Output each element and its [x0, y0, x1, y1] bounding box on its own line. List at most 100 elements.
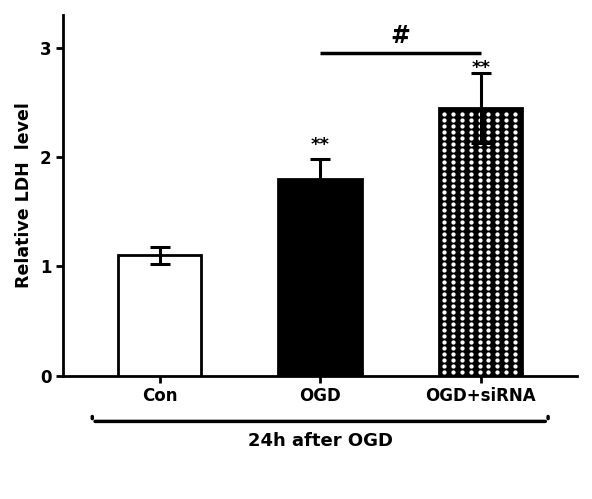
Point	[448, 272, 458, 280]
Point	[466, 308, 475, 316]
Point	[439, 248, 449, 255]
Point	[475, 266, 484, 274]
Point	[475, 116, 484, 124]
Point	[448, 308, 458, 316]
Bar	[278, 179, 362, 376]
Point	[466, 146, 475, 154]
Point	[493, 332, 502, 340]
Point	[493, 248, 502, 255]
Point	[510, 176, 520, 184]
Point	[466, 266, 475, 274]
Point	[448, 224, 458, 232]
Point	[475, 146, 484, 154]
Point	[475, 260, 484, 268]
Point	[466, 110, 475, 118]
Point	[484, 218, 493, 226]
Point	[484, 206, 493, 214]
Point	[448, 242, 458, 250]
Point	[475, 218, 484, 226]
Point	[457, 134, 466, 142]
Point	[510, 332, 520, 340]
Point	[501, 134, 511, 142]
Point	[501, 182, 511, 190]
Point	[475, 140, 484, 148]
Point	[439, 116, 449, 124]
Point	[501, 290, 511, 298]
Text: 24h after OGD: 24h after OGD	[247, 432, 392, 450]
Y-axis label: Relative LDH  level: Relative LDH level	[15, 102, 33, 288]
Point	[493, 206, 502, 214]
Point	[510, 146, 520, 154]
Point	[457, 344, 466, 352]
Point	[501, 308, 511, 316]
Point	[457, 218, 466, 226]
Point	[457, 236, 466, 244]
Point	[475, 158, 484, 166]
Point	[439, 290, 449, 298]
Point	[466, 368, 475, 376]
Point	[493, 134, 502, 142]
Point	[457, 332, 466, 340]
Point	[448, 122, 458, 130]
Point	[448, 248, 458, 255]
Point	[484, 308, 493, 316]
Point	[493, 254, 502, 262]
Point	[475, 236, 484, 244]
Point	[457, 182, 466, 190]
Point	[475, 338, 484, 346]
Point	[510, 296, 520, 304]
Point	[484, 242, 493, 250]
Point	[439, 194, 449, 202]
Point	[466, 320, 475, 328]
Point	[475, 230, 484, 238]
Point	[501, 236, 511, 244]
Point	[501, 254, 511, 262]
Point	[510, 254, 520, 262]
Point	[501, 128, 511, 136]
Point	[448, 278, 458, 286]
Point	[510, 206, 520, 214]
Point	[466, 116, 475, 124]
Point	[510, 134, 520, 142]
Point	[466, 164, 475, 172]
Point	[475, 326, 484, 334]
Point	[484, 332, 493, 340]
Point	[475, 170, 484, 178]
Point	[466, 134, 475, 142]
Point	[466, 230, 475, 238]
Point	[510, 368, 520, 376]
Point	[475, 350, 484, 358]
Point	[493, 230, 502, 238]
Point	[493, 266, 502, 274]
Point	[493, 194, 502, 202]
Point	[475, 272, 484, 280]
Point	[457, 140, 466, 148]
Point	[448, 320, 458, 328]
Point	[466, 158, 475, 166]
Point	[439, 206, 449, 214]
Point	[484, 302, 493, 310]
Point	[493, 320, 502, 328]
Point	[448, 326, 458, 334]
Point	[466, 296, 475, 304]
Point	[466, 344, 475, 352]
Point	[484, 188, 493, 196]
Point	[439, 326, 449, 334]
Point	[475, 224, 484, 232]
Point	[457, 110, 466, 118]
Point	[484, 284, 493, 292]
Point	[439, 182, 449, 190]
Point	[501, 176, 511, 184]
Point	[484, 116, 493, 124]
Point	[475, 290, 484, 298]
Point	[457, 314, 466, 322]
Point	[439, 320, 449, 328]
Point	[510, 356, 520, 364]
Point	[510, 140, 520, 148]
Point	[484, 314, 493, 322]
Point	[510, 158, 520, 166]
Point	[439, 314, 449, 322]
Point	[439, 356, 449, 364]
Point	[501, 242, 511, 250]
Point	[484, 194, 493, 202]
